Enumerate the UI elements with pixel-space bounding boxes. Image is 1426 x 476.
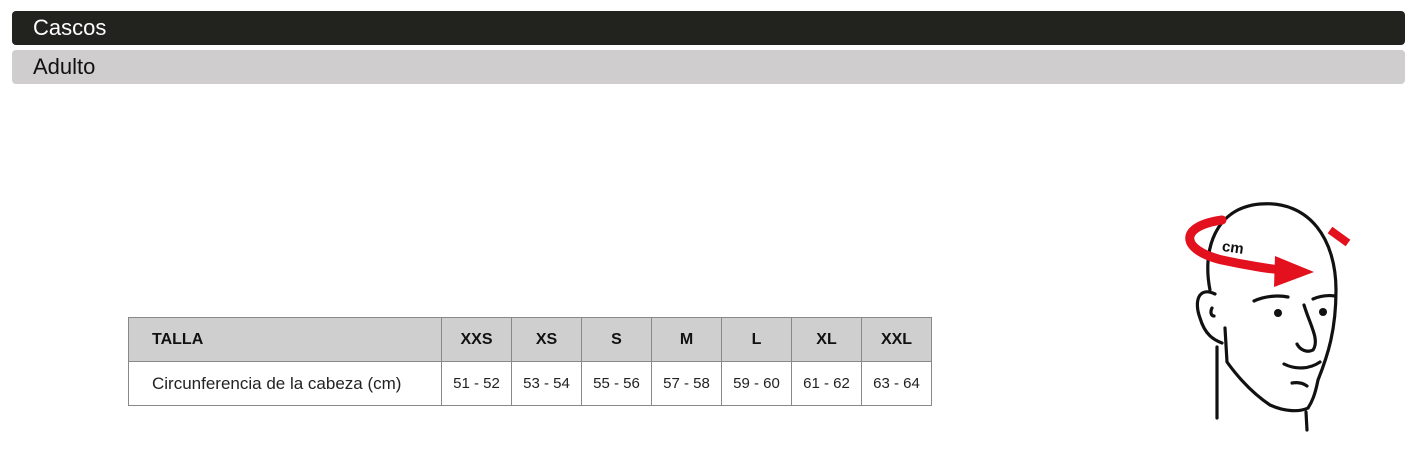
subcategory-header: Adulto bbox=[12, 50, 1405, 84]
table-header-row: TALLA XXS XS S M L XL XXL bbox=[128, 317, 932, 362]
head-icon bbox=[1195, 202, 1338, 432]
size-value: 57 - 58 bbox=[651, 361, 722, 406]
size-value: 53 - 54 bbox=[511, 361, 582, 406]
table-row: Circunferencia de la cabeza (cm) 51 - 52… bbox=[128, 361, 932, 406]
size-header: XS bbox=[511, 317, 582, 362]
header-label: TALLA bbox=[128, 317, 442, 362]
measurement-arrow-icon bbox=[1185, 215, 1351, 287]
category-header: Cascos bbox=[12, 11, 1405, 45]
size-value: 63 - 64 bbox=[861, 361, 932, 406]
cm-label: cm bbox=[1221, 238, 1245, 258]
size-header: XXL bbox=[861, 317, 932, 362]
size-header: L bbox=[721, 317, 792, 362]
size-value: 55 - 56 bbox=[581, 361, 652, 406]
size-header: M bbox=[651, 317, 722, 362]
size-table: TALLA XXS XS S M L XL XXL Circunferencia… bbox=[128, 317, 932, 406]
size-value: 51 - 52 bbox=[441, 361, 512, 406]
size-header: XL bbox=[791, 317, 862, 362]
size-header: S bbox=[581, 317, 652, 362]
row-label: Circunferencia de la cabeza (cm) bbox=[128, 361, 442, 406]
size-value: 59 - 60 bbox=[721, 361, 792, 406]
size-value: 61 - 62 bbox=[791, 361, 862, 406]
size-header: XXS bbox=[441, 317, 512, 362]
head-measurement-illustration: cm bbox=[1185, 202, 1351, 432]
